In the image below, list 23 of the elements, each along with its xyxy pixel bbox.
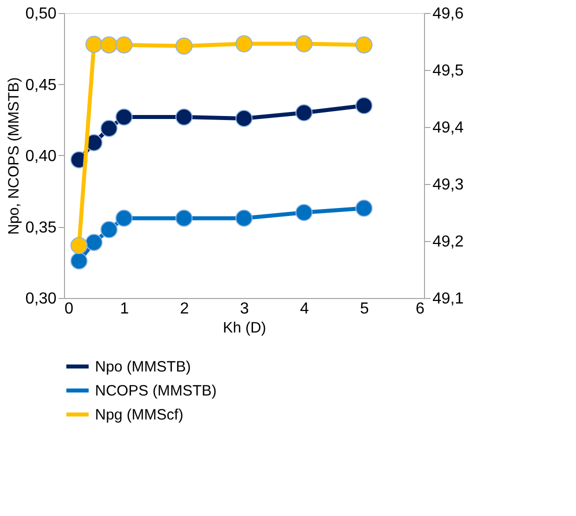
x-tick-label: 6 [416, 300, 425, 318]
y2-tick-label: 49,6 [432, 6, 464, 22]
x-axis-title: Kh (D) [222, 320, 266, 336]
y2-tick-label: 49,3 [432, 176, 464, 194]
x-tick-label: 2 [180, 300, 190, 318]
y2-tick-label: 49,5 [432, 62, 464, 80]
y2-tick-label: 49,2 [432, 234, 464, 250]
y-tick-label: 0,35 [25, 219, 57, 236]
y-tick-label: 0,30 [25, 290, 57, 308]
legend-label: NCOPS (MMSTB) [95, 382, 217, 400]
y2-tick-label: 49,4 [432, 120, 464, 136]
y-tick-label: 0,40 [25, 148, 57, 165]
legend-label: Npg (MMScf) [95, 406, 184, 424]
x-tick-label: 0 [64, 300, 74, 318]
x-tick-label: 3 [240, 300, 250, 318]
y2-tick-label: 49,1 [432, 290, 464, 308]
x-tick-label: 4 [300, 300, 310, 318]
y-axis-title: Npo, NCOPS (MMSTB) [5, 77, 22, 235]
y-tick-label: 0,45 [25, 76, 57, 94]
x-tick-label: 1 [120, 300, 130, 318]
y-tick-label: 0,50 [25, 6, 57, 22]
x-tick-label: 5 [360, 300, 370, 318]
legend-label: Npo (MMSTB) [95, 358, 191, 376]
